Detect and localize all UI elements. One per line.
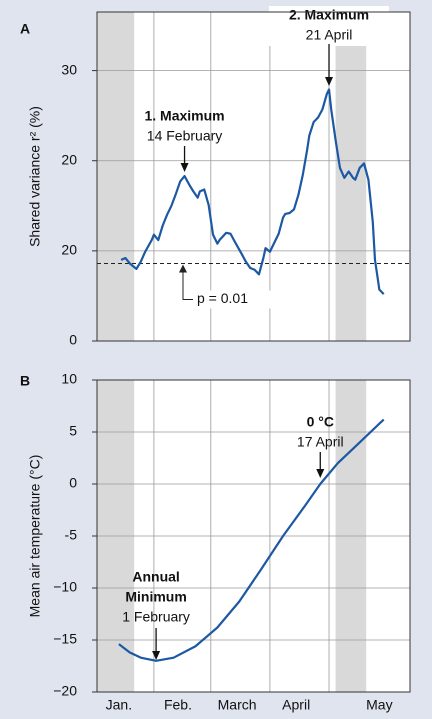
data-line: [120, 88, 385, 295]
y-tick-label: −15: [53, 631, 77, 647]
arrow-head: [325, 77, 334, 86]
y-axis-title: Shared variance r² (%): [27, 106, 43, 247]
x-tick-label: Jan.: [106, 697, 132, 713]
x-tick-label: March: [218, 697, 257, 713]
x-tick-label: April: [282, 697, 310, 713]
y-tick-label: -5: [65, 527, 78, 543]
plot-border: [96, 11, 411, 342]
annotation: 0 °C: [307, 414, 334, 430]
label-bg: [193, 290, 279, 309]
arrow-head: [316, 469, 325, 478]
shaded-period: [97, 12, 135, 341]
y-tick-label: 10: [61, 371, 77, 387]
annotation: 14 February: [147, 128, 222, 144]
annotation: 17 April: [297, 434, 344, 450]
arrow-head: [180, 163, 189, 172]
arrow-head: [179, 264, 187, 273]
panel-letter: B: [20, 373, 30, 389]
y-tick-label: 30: [61, 61, 77, 77]
annotation: 1. Maximum: [144, 108, 224, 124]
y-axis-title: Mean air temperature (°C): [27, 455, 43, 618]
annotation: 2. Maximum: [289, 7, 369, 23]
panel-letter: A: [20, 21, 30, 37]
annotation: Annual: [132, 569, 179, 585]
threshold-bracket: [182, 267, 195, 300]
x-tick-label: Feb.: [164, 697, 192, 713]
x-tick-label: May: [366, 697, 392, 713]
plot-border: [96, 379, 411, 693]
threshold-label: p = 0.01: [197, 290, 248, 306]
annotation: Minimum: [125, 589, 186, 605]
y-tick-label: 20: [61, 151, 77, 167]
y-tick-label: −20: [53, 683, 77, 699]
label-bg: [269, 6, 390, 46]
arrow-head: [152, 651, 161, 660]
data-line: [118, 418, 385, 662]
y-tick-label: 20: [61, 242, 77, 258]
y-tick-label: −10: [53, 579, 77, 595]
y-tick-label: 0: [69, 332, 77, 348]
y-tick-label: 5: [69, 423, 77, 439]
annotation: 21 April: [306, 27, 353, 43]
annotation: 1 February: [122, 609, 190, 625]
y-tick-label: 0: [69, 475, 77, 491]
